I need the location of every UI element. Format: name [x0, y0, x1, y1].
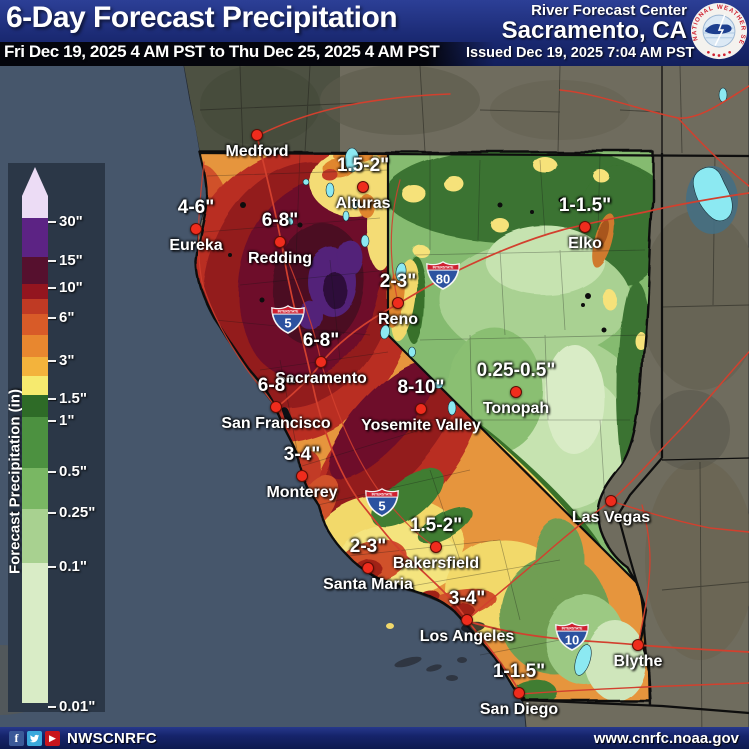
- twitter-icon[interactable]: [27, 730, 42, 746]
- legend-color-bar: [22, 167, 48, 703]
- legend-tick-label: 0.5": [59, 463, 87, 480]
- legend-band: [22, 257, 48, 284]
- legend-band: [22, 376, 48, 395]
- legend-panel: Forecast Precipitation (in) 30" 15" 10" 6" 3…: [6, 163, 105, 715]
- legend-band: [22, 335, 48, 357]
- legend-tick-label: 0.1": [59, 558, 87, 575]
- legend-tick: [48, 221, 56, 223]
- date-strip: [0, 42, 749, 66]
- footer-bar: f ▶ NWSCNRFC www.cnrfc.noaa.gov: [0, 727, 749, 749]
- legend-band: [22, 357, 48, 376]
- legend-tick: [48, 420, 56, 422]
- lakes-layer: [286, 87, 738, 676]
- legend-band: [22, 196, 48, 218]
- legend-tick-label: 15": [59, 252, 83, 269]
- legend-tick: [48, 512, 56, 514]
- legend-tick-label: 6": [59, 309, 75, 326]
- county-lines-outer: [199, 65, 749, 749]
- legend-band: [22, 563, 48, 703]
- legend-tick-label: 1.5": [59, 390, 87, 407]
- legend-tick-label: 3": [59, 352, 75, 369]
- social-handle: NWSCNRFC: [67, 729, 157, 747]
- legend-tick: [48, 566, 56, 568]
- page-title: 6-Day Forecast Precipitation: [6, 1, 398, 34]
- legend-tick-label: 10": [59, 279, 83, 296]
- legend-band: [22, 299, 48, 314]
- org-location: Sacramento, CA: [501, 17, 687, 44]
- legend-tick: [48, 471, 56, 473]
- legend-tick: [48, 706, 56, 708]
- legend-tick-label: 0.25": [59, 504, 96, 521]
- forecast-period: Fri Dec 19, 2025 4 AM PST to Thu Dec 25,…: [4, 42, 440, 61]
- legend-tick: [48, 287, 56, 289]
- legend-band: [22, 468, 48, 509]
- social-icons: f ▶: [9, 730, 60, 746]
- legend-tick-label: 30": [59, 213, 83, 230]
- legend-band: [22, 218, 48, 257]
- legend-tick-label: 0.01": [59, 698, 96, 715]
- youtube-icon[interactable]: ▶: [45, 730, 60, 746]
- facebook-icon[interactable]: f: [9, 730, 24, 746]
- legend-axis-label: Forecast Precipitation (in): [6, 388, 24, 575]
- legend-band: [22, 395, 48, 417]
- legend-arrow-cap: [22, 167, 48, 196]
- legend-tick: [48, 360, 56, 362]
- header-bar: 6-Day Forecast Precipitation Fri Dec 19,…: [0, 0, 749, 66]
- legend-tick: [48, 317, 56, 319]
- legend-tick-label: 1": [59, 412, 75, 429]
- legend-band: [22, 314, 48, 335]
- website-url[interactable]: www.cnrfc.noaa.gov: [593, 729, 739, 747]
- nws-logo-icon: NATIONAL WEATHER SERVICE: [690, 2, 748, 60]
- legend-band: [22, 284, 48, 299]
- issued-timestamp: Issued Dec 19, 2025 7:04 AM PST: [466, 45, 695, 61]
- legend-tick: [48, 398, 56, 400]
- legend-tick: [48, 260, 56, 262]
- legend-band: [22, 417, 48, 468]
- org-name: River Forecast Center: [531, 2, 687, 19]
- legend-band: [22, 509, 48, 563]
- org-identity: River Forecast Center Sacramento, CA: [502, 2, 687, 43]
